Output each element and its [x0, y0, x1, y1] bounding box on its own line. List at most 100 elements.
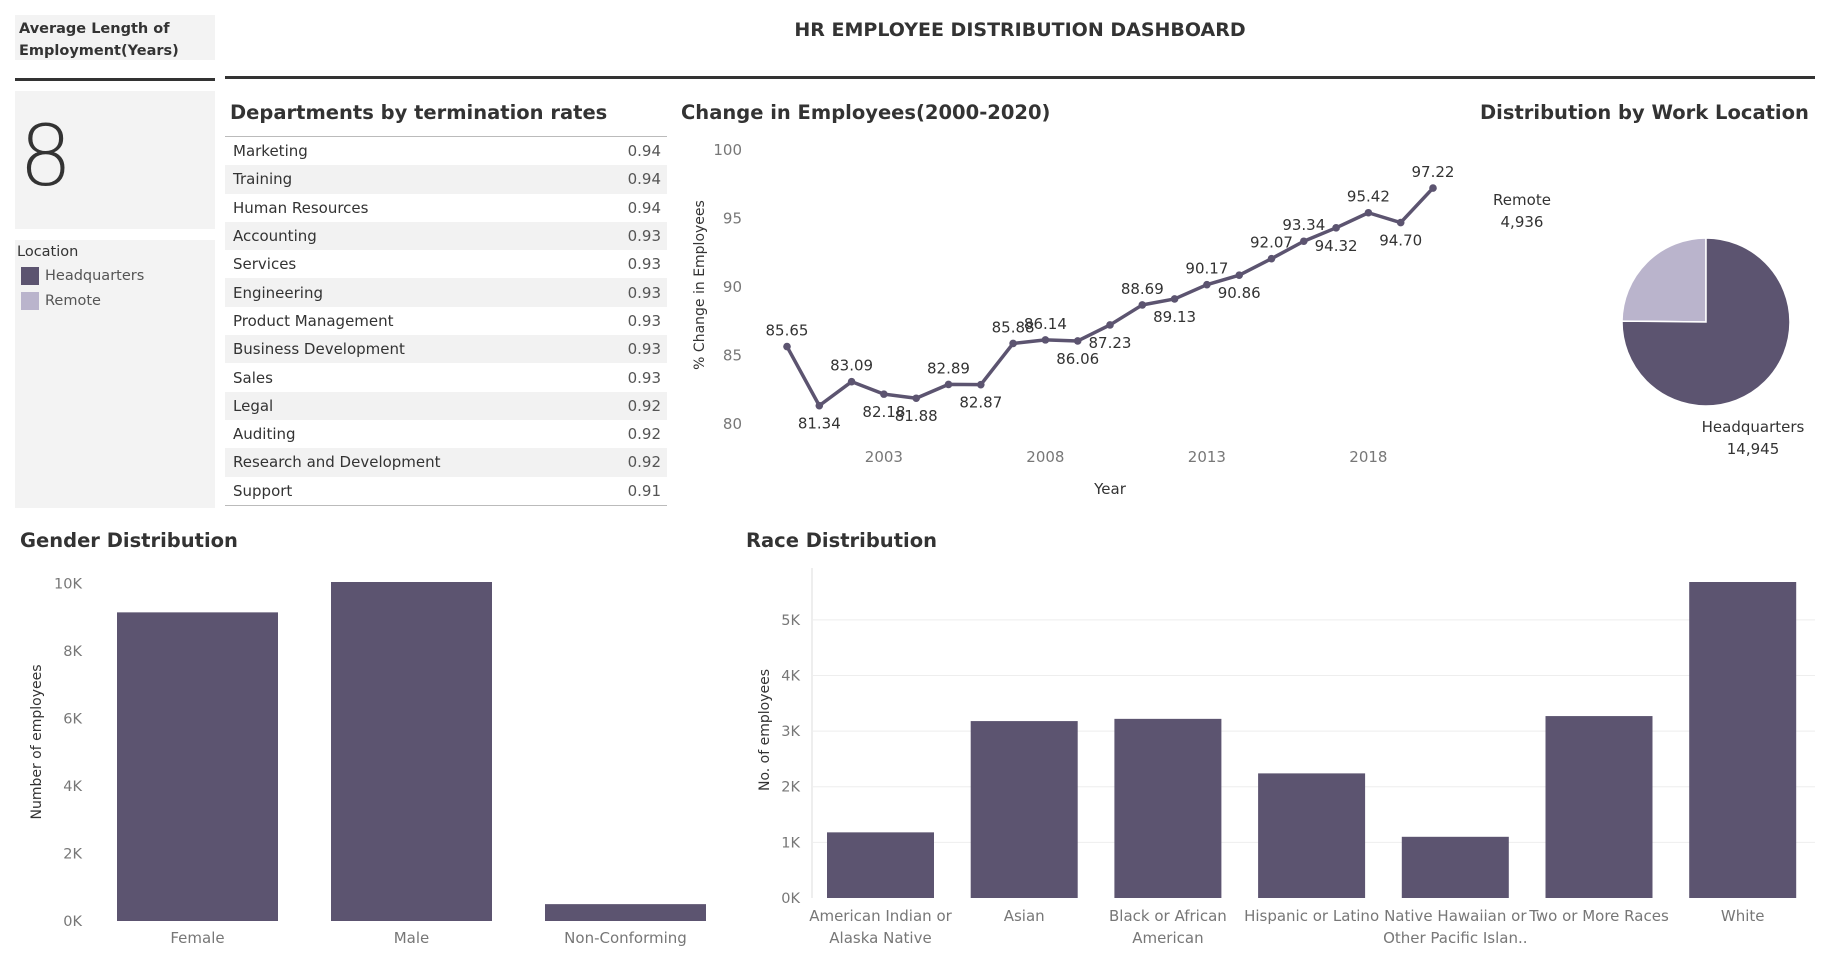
legend-swatch-headquarters	[21, 266, 39, 285]
header-divider	[225, 76, 1815, 79]
data-point	[944, 380, 953, 389]
table-row[interactable]: Support 0.91	[225, 477, 667, 505]
kpi-divider	[15, 78, 215, 81]
dept-rate: 0.93	[627, 227, 661, 246]
dept-rate: 0.94	[627, 198, 661, 217]
departments-table: Marketing 0.94 Training 0.94 Human Resourc…	[225, 136, 667, 506]
y-tick-label: 0K	[781, 891, 800, 907]
dept-name: Sales	[233, 368, 273, 387]
dept-rate: 0.92	[627, 453, 661, 472]
pie-slice-remote	[1621, 237, 1707, 323]
kpi-title: Average Length of Employment(Years)	[15, 15, 215, 60]
dept-rate: 0.91	[627, 481, 661, 500]
dept-rate: 0.93	[627, 340, 661, 359]
y-tick-label: 5K	[781, 613, 800, 629]
legend-item-headquarters[interactable]: Headquarters	[17, 263, 213, 288]
data-label: 93.34	[1282, 216, 1325, 234]
data-label: 97.22	[1412, 163, 1455, 181]
y-tick-label: 95	[723, 210, 742, 228]
bar	[1401, 836, 1509, 898]
data-label: 94.32	[1315, 237, 1358, 255]
data-label: 86.14	[1024, 315, 1067, 333]
legend-item-remote[interactable]: Remote	[17, 288, 213, 313]
data-label: 89.13	[1153, 308, 1196, 326]
pie-value-headquarters: 14,945	[1727, 440, 1780, 458]
dept-name: Engineering	[233, 283, 323, 302]
data-point	[1170, 295, 1179, 303]
table-row[interactable]: Engineering 0.93	[225, 278, 667, 307]
dept-name: Product Management	[233, 311, 394, 330]
departments-title: Departments by termination rates	[230, 101, 608, 124]
bar	[1545, 716, 1653, 898]
race-chart-title: Race Distribution	[746, 529, 937, 552]
data-point	[1396, 218, 1405, 227]
dept-name: Human Resources	[233, 198, 369, 217]
x-tick-label: 2003	[865, 448, 903, 466]
table-row[interactable]: Sales 0.93	[225, 363, 667, 391]
pie-slice-headquarters	[1621, 237, 1791, 407]
series-line	[785, 186, 1435, 408]
data-point	[977, 380, 985, 389]
x-tick-label: Black or African	[1109, 907, 1227, 925]
kpi-title-line2: Employment(Years)	[19, 43, 179, 59]
table-row[interactable]: Product Management 0.93	[225, 307, 667, 335]
legend-label-headquarters: Headquarters	[45, 267, 145, 284]
table-row[interactable]: Training 0.94	[225, 165, 667, 194]
dashboard-title: HR EMPLOYEE DISTRIBUTION DASHBOARD	[794, 19, 1246, 41]
x-tick-label: Other Pacific Islan..	[1383, 929, 1527, 947]
dept-rate: 0.94	[627, 170, 661, 189]
x-tick-label: Female	[170, 929, 224, 947]
data-label: 87.23	[1089, 334, 1132, 352]
y-tick-label: 4K	[63, 779, 82, 795]
pie-value-remote: 4,936	[1501, 213, 1544, 231]
data-label: 82.87	[959, 394, 1002, 412]
kpi-title-line1: Average Length of	[19, 21, 170, 37]
data-point	[1332, 224, 1340, 232]
x-tick-label: White	[1721, 907, 1765, 925]
kpi-value: 8	[19, 107, 73, 205]
x-tick-label: 2018	[1349, 448, 1387, 466]
data-label: 92.07	[1250, 234, 1293, 252]
legend-title: Location	[17, 244, 79, 260]
data-point	[912, 394, 920, 403]
data-point	[815, 401, 824, 410]
y-tick-label: 2K	[63, 847, 82, 863]
gender-chart-title: Gender Distribution	[20, 529, 238, 552]
y-axis-label: % Change in Employees	[692, 200, 708, 370]
x-tick-label: Alaska Native	[829, 929, 931, 947]
table-row[interactable]: Auditing 0.92	[225, 420, 667, 448]
data-point	[1267, 254, 1276, 263]
pie-chart-title: Distribution by Work Location	[1480, 101, 1809, 124]
gender-bar-chart: 0K 2K 4K 6K 8K 10K Number of employees Female Ma…	[29, 577, 706, 947]
table-row[interactable]: Human Resources 0.94	[225, 194, 667, 222]
y-tick-label: 3K	[781, 724, 800, 740]
data-point	[1429, 184, 1437, 192]
dept-name: Training	[233, 170, 293, 189]
bar	[545, 904, 706, 921]
table-row[interactable]: Services 0.93	[225, 250, 667, 278]
table-row[interactable]: Research and Development 0.92	[225, 448, 667, 477]
line-chart-title: Change in Employees(2000-2020)	[681, 101, 1051, 124]
bar	[331, 582, 492, 921]
y-tick-label: 0K	[63, 914, 82, 930]
kpi-card: 8	[15, 91, 215, 229]
y-tick-label: 1K	[781, 835, 800, 851]
data-label: 94.70	[1379, 232, 1422, 250]
x-tick-label: Asian	[1004, 907, 1045, 925]
bar	[1258, 773, 1366, 898]
table-row[interactable]: Accounting 0.93	[225, 221, 667, 251]
data-label: 85.65	[766, 322, 809, 340]
dept-rate: 0.92	[627, 425, 661, 444]
dept-rate: 0.93	[627, 255, 661, 274]
data-point	[1009, 339, 1017, 348]
x-tick-label: 2013	[1188, 448, 1226, 466]
x-tick-label: Non-Conforming	[564, 929, 687, 947]
x-axis-label: Year	[1093, 480, 1127, 498]
table-row[interactable]: Legal 0.92	[225, 391, 667, 420]
x-tick-label: American Indian or	[809, 907, 952, 925]
table-row[interactable]: Business Development 0.93	[225, 335, 667, 364]
table-row[interactable]: Marketing 0.94	[225, 137, 667, 165]
data-label: 82.18	[862, 403, 905, 421]
dept-name: Accounting	[233, 227, 317, 246]
data-point	[1106, 321, 1114, 329]
